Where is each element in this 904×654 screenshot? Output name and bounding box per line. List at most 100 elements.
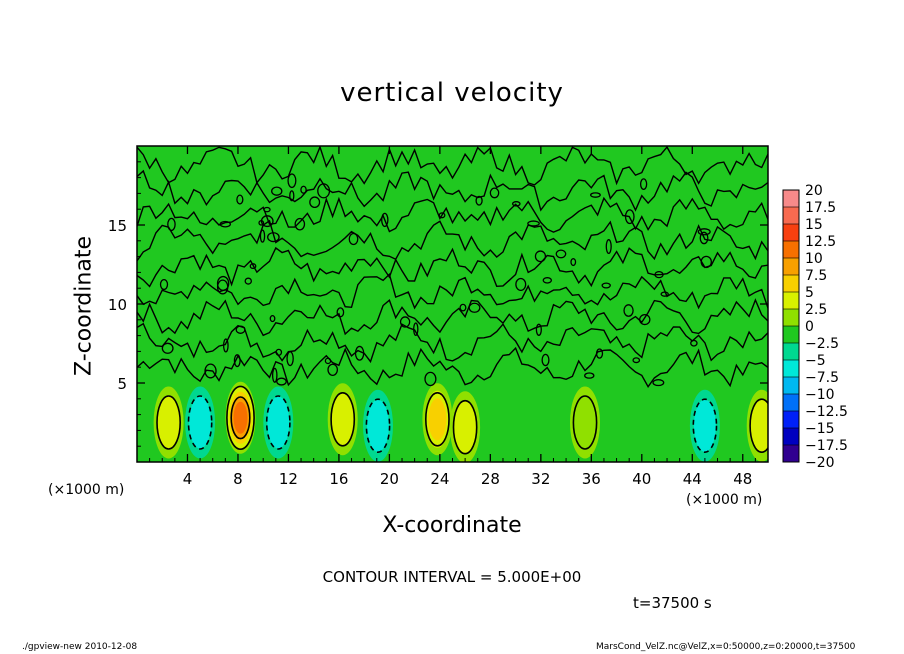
x-tick-label: 44 (683, 470, 702, 488)
colorbar-label: 17.5 (805, 200, 836, 216)
small-contour-cell (515, 277, 527, 292)
updraft-cell (157, 396, 180, 449)
colorbar-band (783, 360, 799, 378)
small-contour-cell (605, 239, 612, 255)
background-contour (137, 219, 768, 262)
updraft-contour (330, 391, 356, 447)
updraft-contour (230, 396, 251, 440)
small-contour-cell (309, 196, 321, 209)
small-contour-cell (258, 220, 265, 226)
small-contour-cell (475, 195, 483, 206)
small-contour-cell (541, 353, 550, 367)
background-contour (137, 146, 768, 186)
colorbar-label: −2.5 (805, 336, 839, 352)
small-contour-cell (287, 173, 297, 189)
small-contour-cell (699, 231, 709, 245)
colorbar-label: −15 (805, 421, 835, 437)
updraft-cell (233, 401, 248, 434)
small-contour-cell (161, 342, 174, 354)
colorbar-band (783, 275, 799, 293)
background-contour (137, 322, 768, 364)
small-contour-cell (381, 212, 389, 228)
small-contour-cell (216, 279, 229, 295)
colorbar-label: −5 (805, 353, 826, 369)
small-contour-cell (317, 183, 331, 199)
x-tick-label: 20 (380, 470, 399, 488)
x-unit-left: (×1000 m) (48, 482, 125, 498)
small-contour-cell (244, 277, 252, 285)
small-contour-cell (263, 206, 271, 213)
colorbar-label: 15 (805, 217, 823, 233)
x-tick-label: 4 (183, 470, 193, 488)
small-contour-cell (534, 250, 547, 263)
background-contour (137, 298, 768, 337)
colorbar-band (783, 309, 799, 327)
colorbar-band (783, 343, 799, 361)
y-tick-label: 5 (117, 375, 127, 393)
downdraft-cell (367, 399, 389, 452)
colorbar-band (783, 190, 799, 208)
small-contour-cell (216, 275, 230, 292)
small-contour-cell (300, 185, 307, 194)
small-contour-cell (570, 258, 577, 267)
updraft-contour (452, 399, 478, 455)
x-axis-label: X-coordinate (382, 513, 522, 538)
colorbar-label: −10 (805, 387, 835, 403)
small-contour-cell (535, 323, 542, 336)
updraft-cell (428, 398, 447, 441)
colorbar: 2017.51512.5107.552.50−2.5−5−7.5−10−12.5… (782, 183, 848, 471)
updraft-cell (570, 386, 600, 459)
small-contour-cell (623, 304, 634, 317)
colorbar-band (783, 445, 799, 463)
y-axis-label: Z-coordinate (71, 236, 97, 376)
contour-interval-label: CONTOUR INTERVAL = 5.000E+00 (322, 568, 582, 586)
colorbar-band (783, 411, 799, 429)
background-contour (137, 169, 768, 212)
background-contour (137, 346, 768, 389)
small-contour-cell (654, 270, 664, 279)
x-tick-label: 8 (233, 470, 243, 488)
colorbar-band (783, 258, 799, 276)
colorbar-label: 2.5 (805, 302, 827, 318)
x-tick-label: 24 (430, 470, 449, 488)
small-contour-cell (468, 302, 481, 313)
small-contour-cell (601, 282, 611, 289)
small-contour-cell (219, 220, 232, 228)
x-tick-label: 12 (279, 470, 298, 488)
colorbar-band (783, 428, 799, 446)
small-contour-cell (267, 232, 280, 243)
small-contour-cell (159, 278, 169, 291)
small-contour-cell (438, 212, 446, 219)
downdraft-contour (365, 398, 391, 454)
small-contour-cell (222, 338, 229, 353)
downdraft-contour (265, 395, 291, 450)
small-contour-cell (286, 351, 294, 367)
updraft-contour (156, 395, 182, 450)
colorbar-label: 5 (805, 285, 814, 301)
updraft-cell (750, 399, 768, 452)
downdraft-contour (187, 395, 213, 450)
updraft-cell (454, 401, 477, 454)
small-contour-cell (584, 372, 595, 379)
colorbar-label: 12.5 (805, 234, 836, 250)
small-contour-cell (639, 178, 648, 191)
colorbar-label: −12.5 (805, 404, 848, 420)
small-contour-cell (327, 363, 339, 376)
small-contour-cell (235, 325, 246, 334)
small-contour-cell (555, 249, 567, 259)
small-contour-cell (459, 303, 467, 312)
small-contour-cell (413, 322, 419, 337)
x-tick-label: 32 (531, 470, 550, 488)
small-contour-cell (590, 192, 601, 198)
small-contour-cell (542, 277, 553, 284)
downdraft-cell (267, 396, 290, 449)
background-contour (137, 196, 768, 233)
time-label: t=37500 s (633, 594, 712, 612)
colorbar-label: −17.5 (805, 438, 848, 454)
colorbar-label: 20 (805, 183, 823, 199)
x-tick-label: 40 (632, 470, 651, 488)
small-contour-cell (348, 232, 359, 246)
x-tick-label: 28 (481, 470, 500, 488)
chart-title: vertical velocity (340, 78, 564, 108)
